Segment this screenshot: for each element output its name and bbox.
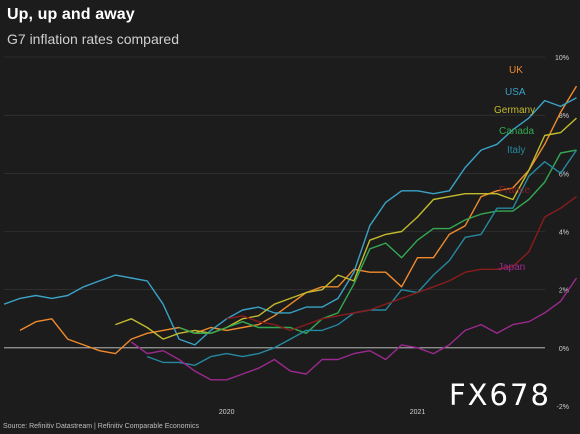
y-axis-labels: 10% 8% 6% 4% 2% 0% -2% [555, 55, 569, 411]
source-note: Source: Refinitiv Datastream | Refinitiv… [3, 423, 199, 430]
series-label-france: France [499, 185, 531, 196]
chart-title: Up, up and away [7, 6, 135, 23]
series-label-italy: Italy [507, 145, 525, 156]
series-lines [3, 85, 578, 381]
series-line-france [226, 196, 577, 332]
series-label-uk: UK [509, 65, 523, 76]
series-label-canada: Canada [499, 126, 534, 137]
series-label-usa: USA [505, 87, 526, 98]
series-label-germany: Germany [494, 105, 535, 116]
series-line-japan [130, 277, 578, 381]
series-line-uk [19, 85, 578, 355]
y-tick-label: 2% [559, 288, 569, 295]
y-tick-label: 10% [555, 55, 569, 62]
series-labels: UK USA Germany Canada Italy France Japan [494, 65, 535, 273]
series-line-canada [178, 149, 577, 334]
y-tick-label: 8% [559, 113, 569, 120]
y-tick-label: -2% [557, 404, 569, 411]
y-tick-label: 4% [559, 230, 569, 237]
y-tick-label: 0% [559, 346, 569, 353]
series-line-germany [115, 117, 577, 340]
watermark: FX678 [449, 378, 551, 412]
y-tick-label: 6% [559, 171, 569, 178]
series-line-usa [3, 97, 577, 346]
chart-subtitle: G7 inflation rates compared [7, 31, 179, 47]
series-label-japan: Japan [498, 262, 525, 273]
x-tick-label: 2021 [410, 409, 426, 416]
x-axis-labels: 202020212022 [219, 409, 426, 416]
x-tick-label: 2020 [219, 409, 235, 416]
